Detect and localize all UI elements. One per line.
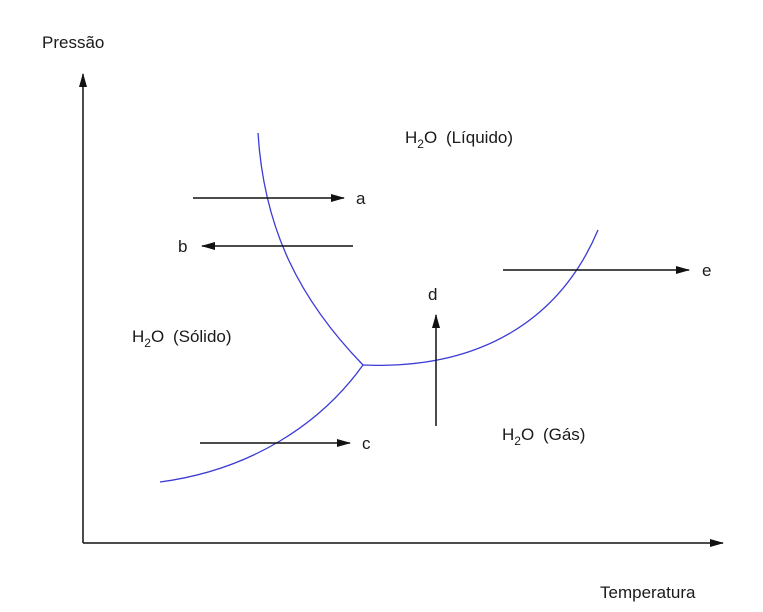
solid-gas-boundary	[159, 364, 364, 483]
x-axis-label: Temperatura	[600, 583, 696, 602]
arrow-a-label: a	[356, 189, 366, 208]
arrow-b-label: b	[178, 237, 187, 256]
gas-phase-label: H2O (Gás)	[502, 425, 585, 448]
liquid-gas-boundary	[362, 229, 599, 366]
arrow-d-label: d	[428, 285, 437, 304]
liquid-phase-label: H2O (Líquido)	[405, 128, 513, 151]
solid-liquid-boundary	[257, 132, 364, 366]
y-axis-label: Pressão	[42, 33, 104, 52]
arrow-e-label: e	[702, 261, 711, 280]
arrow-c-label: c	[362, 434, 371, 453]
solid-phase-label: H2O (Sólido)	[132, 327, 232, 350]
